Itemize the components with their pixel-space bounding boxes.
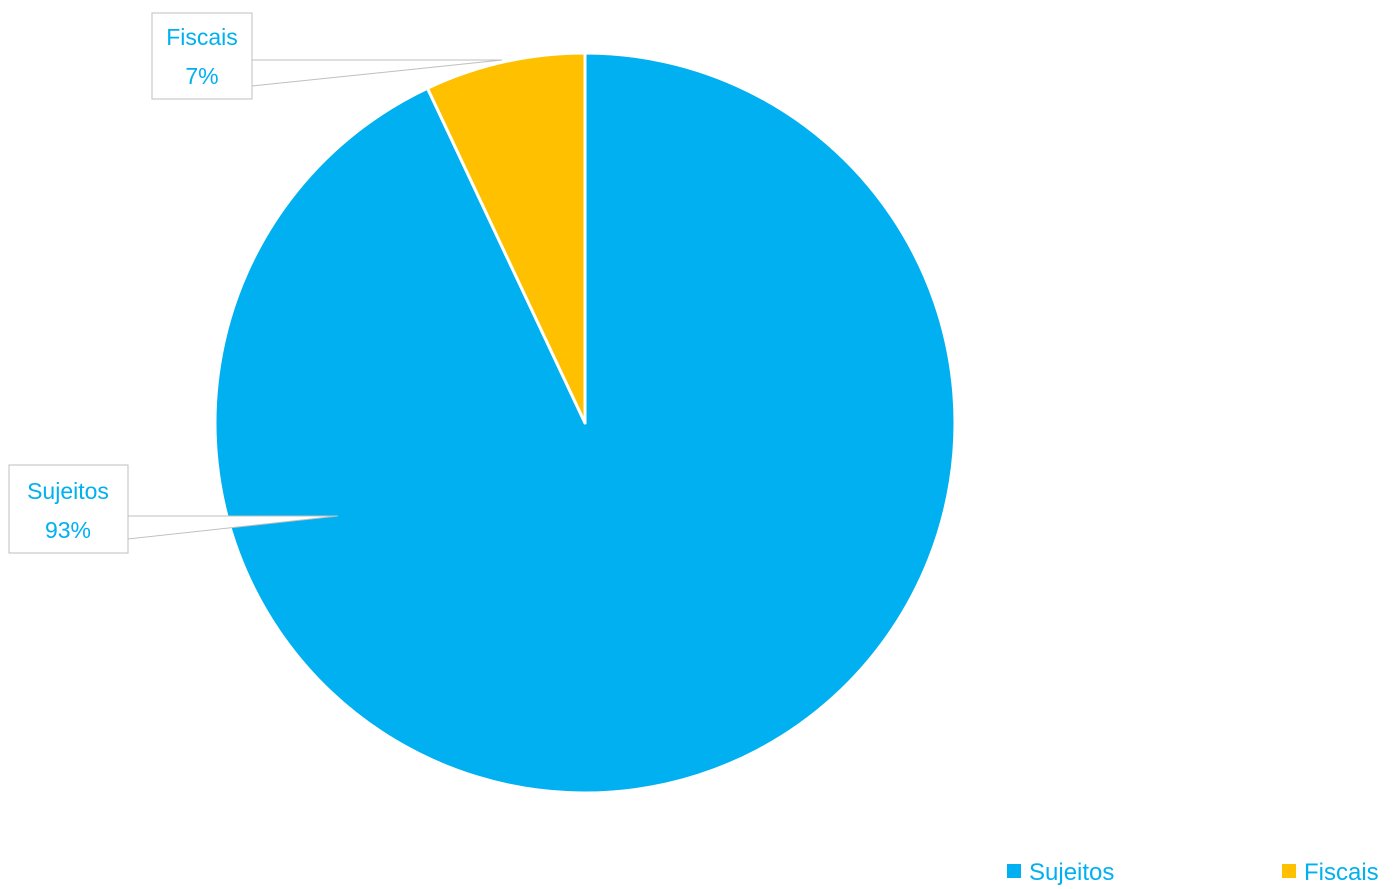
legend-label-sujeitos: Sujeitos <box>1029 859 1114 886</box>
data-label-fiscais-value: 7% <box>185 63 218 89</box>
callout-box-sujeitos <box>8 464 129 554</box>
callout-box-fiscais <box>151 12 253 100</box>
pie-slices <box>213 51 957 795</box>
data-label-fiscais-category: Fiscais <box>166 24 238 50</box>
data-label-sujeitos: Sujeitos 93% <box>8 464 339 554</box>
legend-swatch-fiscais <box>1282 864 1296 878</box>
legend: Sujeitos Fiscais <box>1007 859 1379 886</box>
pie-slice-fiscais <box>425 51 587 425</box>
legend-label-fiscais: Fiscais <box>1304 859 1379 886</box>
data-label-sujeitos-category: Sujeitos <box>27 478 109 504</box>
data-label-fiscais: Fiscais 7% <box>151 12 503 100</box>
pie-slice-sujeitos <box>213 51 957 795</box>
data-label-sujeitos-value: 93% <box>45 517 91 543</box>
legend-swatch-sujeitos <box>1007 864 1021 878</box>
